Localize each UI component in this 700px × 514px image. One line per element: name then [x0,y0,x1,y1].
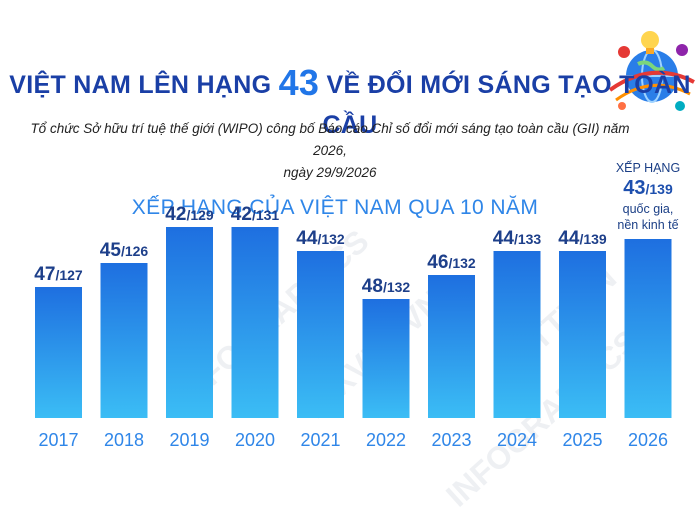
innovation-globe-icon [602,20,698,124]
value-label-2025: 44/139 [558,228,607,249]
annotation-rank-value: 43 [623,177,646,199]
year-label-2023: 2023 [431,430,471,450]
chart-title: XẾP HẠNG CỦA VIỆT NAM QUA 10 NĂM [131,196,539,219]
year-label-2017: 2017 [38,430,78,450]
bar-2023 [428,275,475,418]
subtitle: Tổ chức Sở hữu trí tuệ thế giới (WIPO) c… [20,118,640,184]
year-label-2022: 2022 [366,430,406,450]
bar-2017 [35,287,82,418]
bar-2022 [362,299,410,418]
bar-2018 [100,263,148,418]
subtitle-line-2: ngày 29/9/2026 [283,165,377,180]
bar-2024 [493,251,541,418]
annotation-note-2: nền kinh tế [617,218,679,232]
bar-2019 [166,227,213,418]
year-label-2018: 2018 [104,430,144,450]
value-label-2023: 46/132 [427,252,476,273]
bar-2025 [559,251,606,418]
annotation-note-1: quốc gia, [622,202,674,216]
year-label-2026: 2026 [628,430,668,450]
value-label-2020: 42/131 [231,204,280,225]
year-label-2021: 2021 [300,430,340,450]
value-label-2018: 45/126 [100,240,149,261]
annotation-rank: 43/139 [600,176,696,201]
bar-2020 [231,227,279,418]
title-prefix: VIỆT NAM LÊN HẠNG [9,71,272,99]
year-label-2019: 2019 [169,430,209,450]
year-label-2024: 2024 [497,430,537,450]
bar-2026 [624,239,672,418]
title-suffix: VỀ ĐỔI MỚI SÁNG TẠO TOÀN CẦU [322,71,691,139]
value-label-2021: 44/132 [296,228,345,249]
value-label-2017: 47/127 [34,264,83,285]
rank-2026-annotation: XẾP HẠNG 43/139 quốc gia, nền kinh tế [600,160,696,233]
annotation-label: XẾP HẠNG [615,161,681,175]
value-label-2024: 44/133 [493,228,542,249]
bar-2021 [297,251,344,418]
year-label-2025: 2025 [562,430,602,450]
subtitle-line-1: Tổ chức Sở hữu trí tuệ thế giới (WIPO) c… [30,121,630,158]
value-label-2019: 42/129 [165,204,214,225]
title-rank: 43 [278,62,320,103]
year-label-2020: 2020 [235,430,275,450]
ranking-bar-chart: 47/127 45/126 42/129 42/131 44/132 48/132 46/1… [34,204,672,450]
page-title: VIỆT NAM LÊN HẠNG 43 VỀ ĐỔI MỚI SÁNG TẠO… [0,63,700,145]
value-label-2022: 48/132 [362,276,411,297]
annotation-rank-total: /139 [645,181,673,197]
